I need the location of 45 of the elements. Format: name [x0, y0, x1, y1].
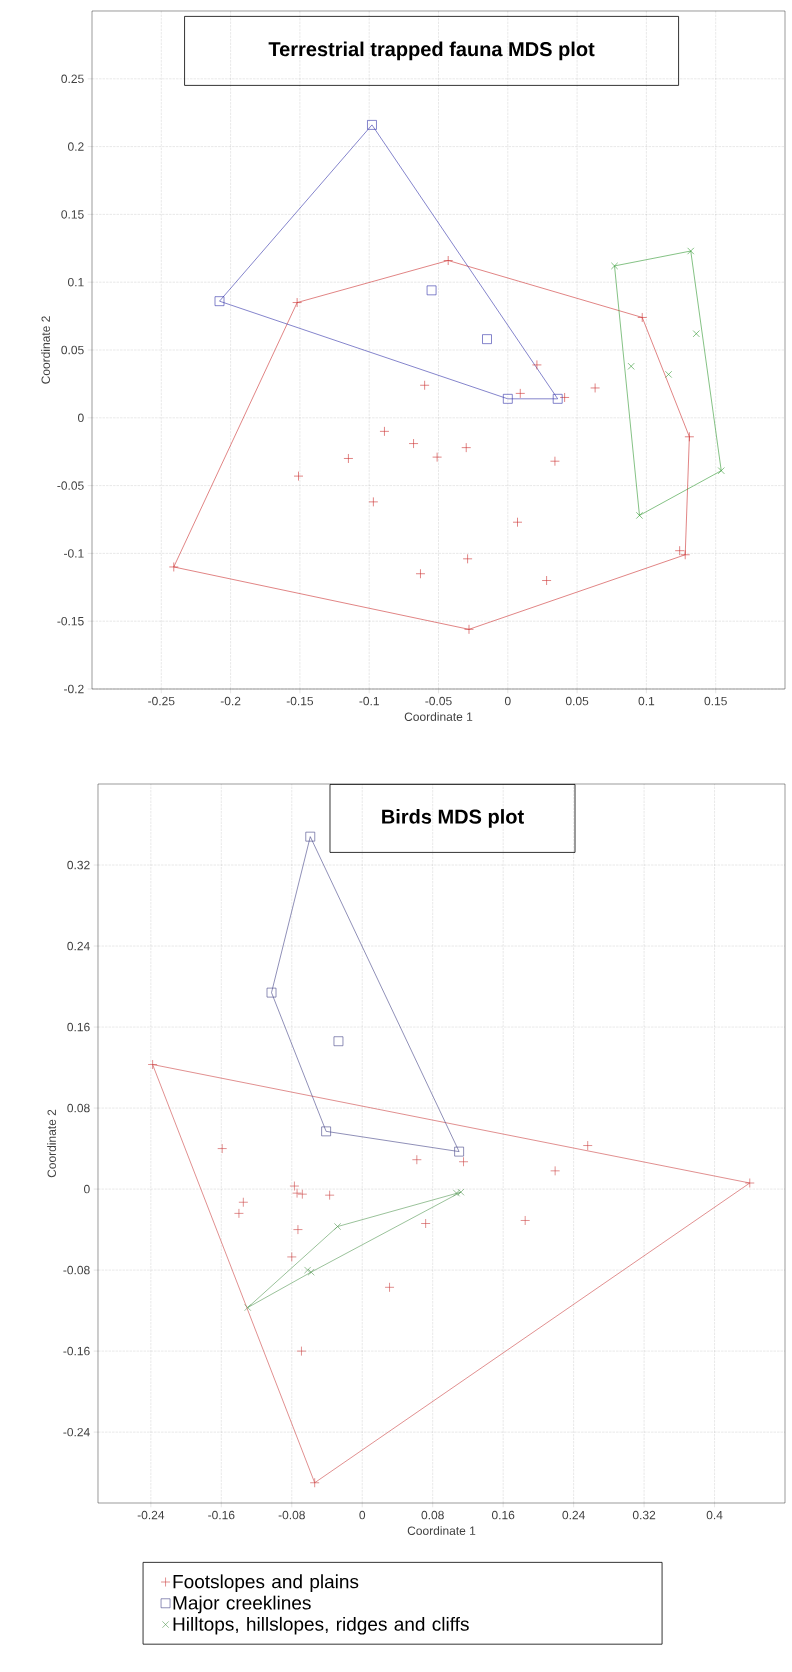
y-tick-label: 0.24	[67, 941, 90, 951]
x-axis-title: Coordinate 1	[407, 1526, 476, 1535]
x-tick-label: -0.1	[359, 696, 379, 706]
y-tick-label: -0.16	[63, 1346, 90, 1356]
y-tick-label: 0.05	[61, 345, 84, 355]
x-tick-label: 0.15	[704, 696, 727, 706]
legend-label: Major creeklines	[173, 1595, 311, 1614]
y-tick-label: 0.1	[67, 277, 84, 287]
y-axis-title: Coordinate 2	[41, 316, 50, 384]
y-axis-title: Coordinate 2	[47, 1109, 56, 1178]
x-tick-label: 0	[504, 696, 511, 706]
x-tick-label: 0.32	[632, 1510, 656, 1520]
text: Terrestrial trapped fauna MDS plot	[268, 41, 595, 61]
x-tick-label: 0.1	[638, 696, 655, 706]
x-tick-label: -0.08	[278, 1510, 305, 1520]
x-tick-label: -0.2	[220, 696, 241, 706]
x-tick-label: 0.08	[421, 1510, 444, 1520]
y-tick-label: -0.05	[57, 481, 84, 490]
y-tick-label: -0.24	[63, 1427, 90, 1437]
x-axis-title: Coordinate 1	[404, 712, 473, 721]
y-tick-label: 0.15	[61, 210, 84, 219]
y-tick-label: -0.08	[63, 1265, 90, 1275]
x-tick-label: -0.16	[208, 1510, 235, 1520]
x-tick-label: 0.05	[565, 696, 589, 706]
x-tick-label: 0.4	[706, 1510, 723, 1520]
x-tick-label: -0.25	[148, 696, 175, 706]
legend-label: Hilltops, hillslopes, ridges and cliffs	[173, 1616, 469, 1635]
y-tick-label: -0.1	[64, 549, 84, 558]
y-tick-label: 0	[77, 413, 84, 423]
x-tick-label: -0.05	[425, 696, 452, 706]
y-tick-label: 0.25	[61, 74, 84, 84]
text: Birds MDS plot	[382, 809, 524, 828]
y-tick-label: 0.16	[67, 1022, 90, 1032]
y-tick-label: -0.2	[64, 684, 84, 694]
y-tick-label: 0.08	[67, 1103, 90, 1113]
x-tick-label: 0.16	[491, 1510, 515, 1520]
y-tick-label: 0.32	[67, 860, 90, 870]
x-tick-label: -0.15	[286, 696, 314, 706]
x-tick-label: 0	[359, 1510, 366, 1520]
y-tick-label: 0.2	[67, 142, 84, 151]
x-tick-label: -0.24	[137, 1510, 165, 1520]
y-tick-label: -0.15	[57, 616, 84, 626]
y-tick-label: 0	[84, 1184, 90, 1194]
legend-label: Footslopes and plains	[173, 1574, 359, 1593]
x-tick-label: 0.24	[562, 1510, 585, 1520]
